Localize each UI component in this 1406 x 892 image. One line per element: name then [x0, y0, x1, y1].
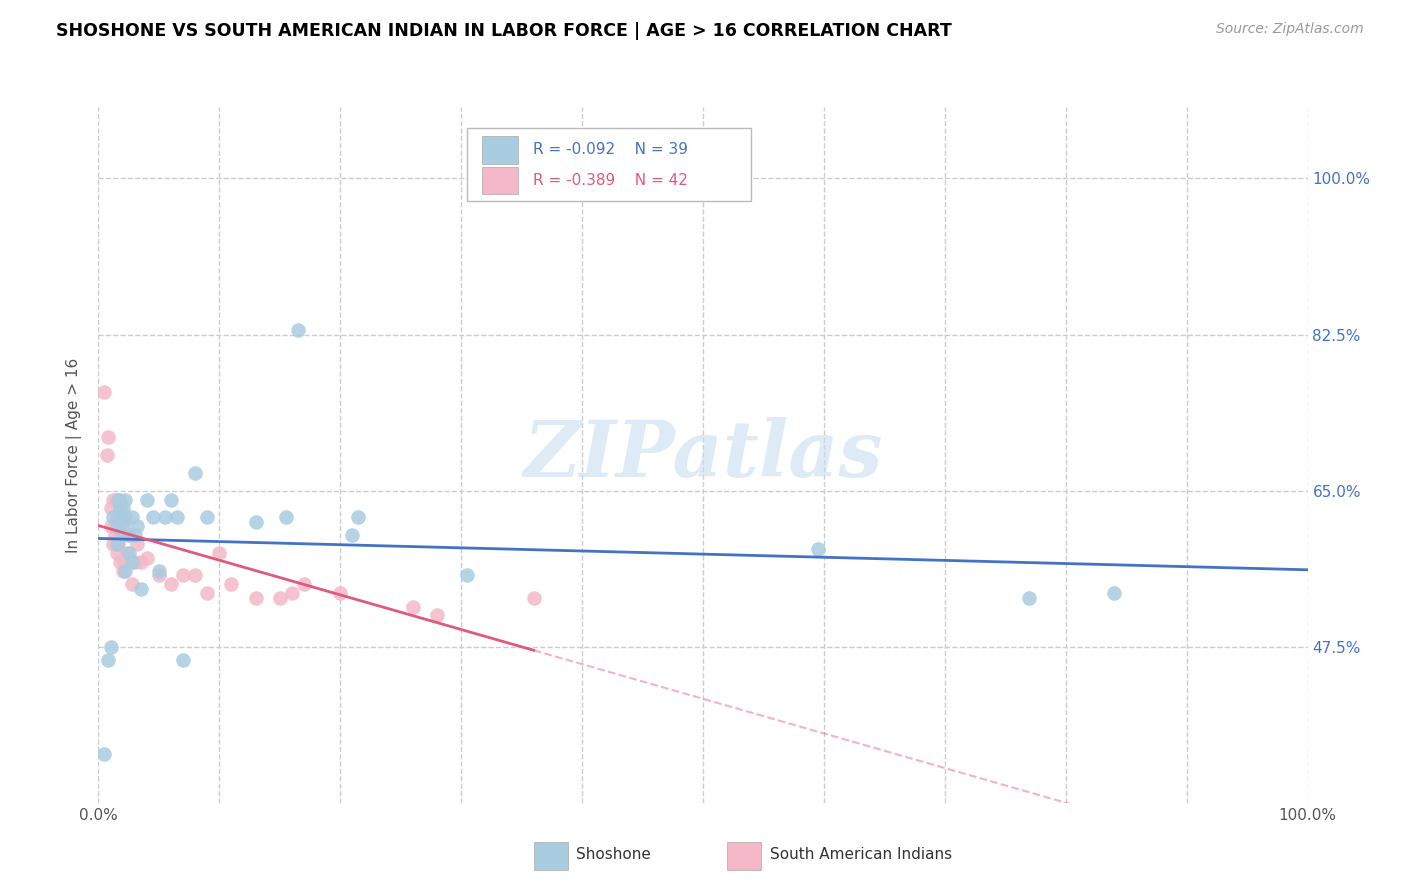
Point — [426, 608, 449, 623]
Point — [111, 515, 134, 529]
Bar — [534, 842, 568, 871]
Point — [274, 510, 297, 524]
Point — [342, 528, 364, 542]
Point — [105, 492, 128, 507]
Point — [111, 501, 134, 516]
Point — [153, 510, 176, 524]
Point — [97, 653, 120, 667]
Point — [245, 591, 267, 605]
Point — [111, 519, 134, 533]
Point — [127, 519, 149, 533]
FancyBboxPatch shape — [467, 128, 751, 201]
Point — [195, 510, 218, 524]
Point — [111, 528, 134, 542]
Point — [107, 537, 129, 551]
Point — [129, 555, 152, 569]
Point — [121, 555, 143, 569]
Point — [108, 501, 131, 516]
Bar — [727, 842, 761, 871]
Text: R = -0.092    N = 39: R = -0.092 N = 39 — [533, 143, 688, 157]
Point — [269, 591, 291, 605]
Point — [135, 550, 157, 565]
Point — [105, 546, 128, 560]
Point — [114, 555, 136, 569]
Point — [118, 546, 141, 560]
Point — [124, 555, 146, 569]
Point — [93, 385, 115, 400]
Bar — [482, 167, 517, 194]
Point — [287, 323, 309, 337]
Point — [105, 519, 128, 533]
Point — [96, 448, 118, 462]
Point — [292, 577, 315, 591]
Point — [456, 568, 478, 582]
Point — [111, 564, 134, 578]
Point — [1102, 586, 1125, 600]
Point — [108, 555, 131, 569]
Point — [101, 492, 124, 507]
Point — [329, 586, 352, 600]
Point — [97, 430, 120, 444]
Point — [166, 510, 188, 524]
Text: Source: ZipAtlas.com: Source: ZipAtlas.com — [1216, 22, 1364, 37]
Text: R = -0.389    N = 42: R = -0.389 N = 42 — [533, 173, 688, 188]
Point — [184, 466, 207, 480]
Point — [142, 510, 165, 524]
Point — [127, 537, 149, 551]
Point — [184, 568, 207, 582]
Text: Shoshone: Shoshone — [576, 847, 651, 863]
Text: SHOSHONE VS SOUTH AMERICAN INDIAN IN LABOR FORCE | AGE > 16 CORRELATION CHART: SHOSHONE VS SOUTH AMERICAN INDIAN IN LAB… — [56, 22, 952, 40]
Point — [245, 515, 267, 529]
Point — [107, 510, 129, 524]
Point — [118, 528, 141, 542]
Point — [100, 501, 122, 516]
Point — [172, 653, 194, 667]
Point — [104, 528, 127, 542]
Point — [105, 519, 128, 533]
Point — [129, 582, 152, 596]
Point — [124, 528, 146, 542]
Point — [108, 510, 131, 524]
Point — [807, 541, 830, 556]
Text: ZIPatlas: ZIPatlas — [523, 417, 883, 493]
Point — [118, 528, 141, 542]
Point — [101, 537, 124, 551]
Point — [117, 546, 139, 560]
Point — [105, 537, 128, 551]
Y-axis label: In Labor Force | Age > 16: In Labor Force | Age > 16 — [66, 358, 83, 552]
Point — [101, 510, 124, 524]
Point — [114, 510, 136, 524]
Point — [1018, 591, 1040, 605]
Point — [221, 577, 243, 591]
Point — [281, 586, 304, 600]
Point — [114, 564, 136, 578]
Point — [121, 510, 143, 524]
Text: South American Indians: South American Indians — [769, 847, 952, 863]
Point — [172, 568, 194, 582]
Point — [523, 591, 546, 605]
Point — [108, 528, 131, 542]
Point — [148, 564, 170, 578]
Point — [160, 577, 183, 591]
Point — [114, 492, 136, 507]
Point — [100, 640, 122, 654]
Bar — [482, 136, 517, 164]
Point — [135, 492, 157, 507]
Point — [160, 492, 183, 507]
Point — [195, 586, 218, 600]
Point — [93, 747, 115, 761]
Point — [402, 599, 425, 614]
Point — [347, 510, 370, 524]
Point — [107, 492, 129, 507]
Point — [100, 519, 122, 533]
Point — [208, 546, 231, 560]
Point — [148, 568, 170, 582]
Point — [108, 492, 131, 507]
Point — [121, 577, 143, 591]
